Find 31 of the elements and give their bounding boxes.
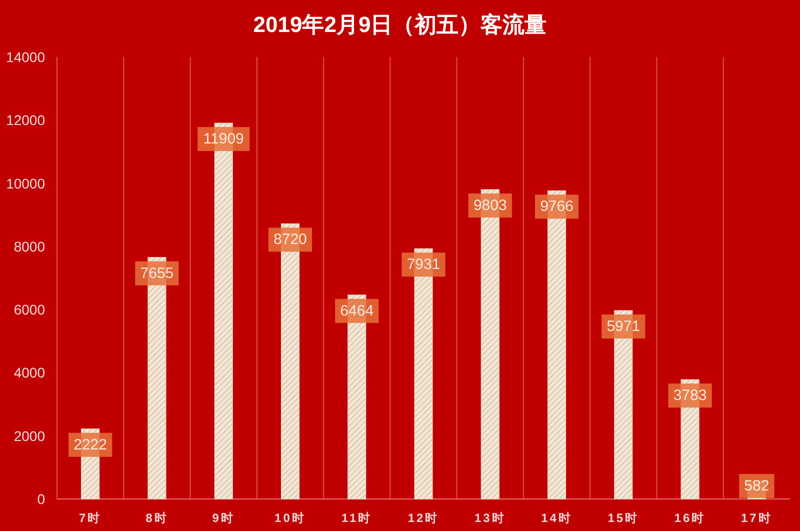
x-tick-label: 8时 [146,511,168,525]
y-tick-label: 10000 [6,175,46,192]
data-label: 5971 [606,318,640,335]
x-tick-label: 10时 [274,511,306,525]
x-tick-label: 17时 [741,511,772,525]
data-label: 6464 [340,302,374,320]
y-tick-label: 4000 [14,364,46,381]
data-label: 11909 [203,130,244,148]
data-label: 8720 [274,231,307,248]
y-tick-label: 6000 [14,302,46,318]
x-tick-label: 11时 [342,511,372,525]
data-label: 3783 [673,387,707,404]
y-tick-label: 12000 [6,112,46,128]
y-tick-label: 8000 [14,238,46,254]
data-label: 582 [744,478,770,494]
x-tick-label: 14时 [541,511,572,525]
y-tick-label: 2000 [14,428,46,444]
data-label: 7931 [406,256,440,274]
x-tick-label: 16时 [674,511,706,525]
chart-title: 2019年2月9日（初五）客流量 [253,12,547,37]
y-tick-label: 14000 [6,49,46,65]
data-label: 9803 [473,197,507,214]
data-label: 9766 [540,198,574,216]
data-label: 2222 [74,436,108,454]
data-label: 7655 [140,264,174,282]
x-tick-label: 15时 [608,511,640,525]
x-tick-label: 9时 [212,511,235,525]
y-tick-label: 0 [37,491,46,507]
x-tick-label: 12时 [408,511,440,525]
x-tick-label: 13时 [474,511,506,525]
x-tick-label: 7时 [78,511,102,525]
